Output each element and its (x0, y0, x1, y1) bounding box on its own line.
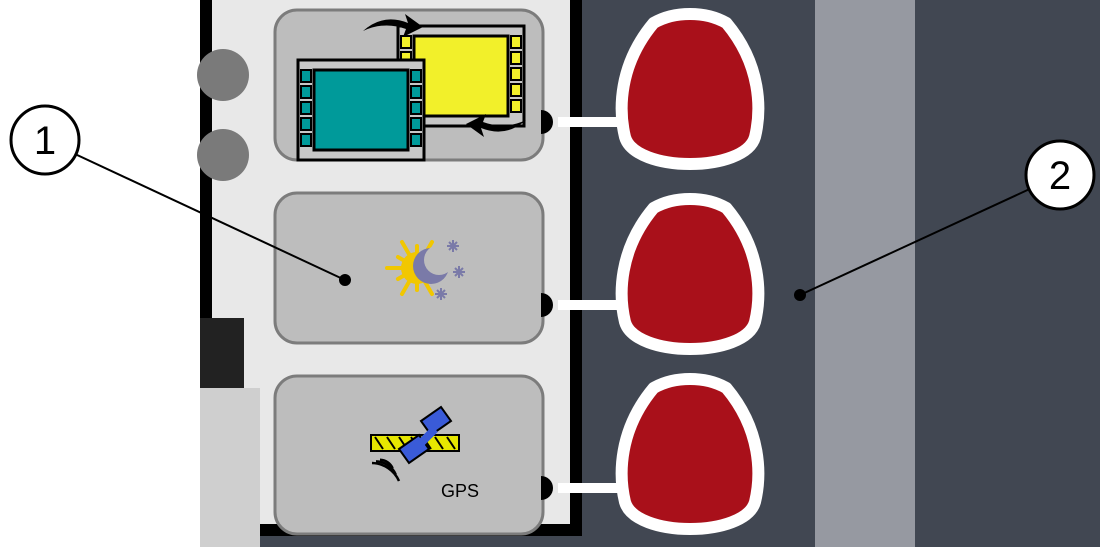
svg-text:1: 1 (34, 119, 56, 163)
push-button-3[interactable] (622, 379, 759, 529)
push-button-1[interactable] (622, 14, 759, 164)
softkey-gps[interactable]: GPS (275, 376, 553, 534)
softkey-brightness[interactable] (275, 193, 553, 343)
gps-label: GPS (441, 481, 479, 501)
svg-text:2: 2 (1049, 154, 1071, 198)
softkey-swap-window[interactable] (275, 10, 553, 160)
push-button-2[interactable] (622, 199, 759, 349)
